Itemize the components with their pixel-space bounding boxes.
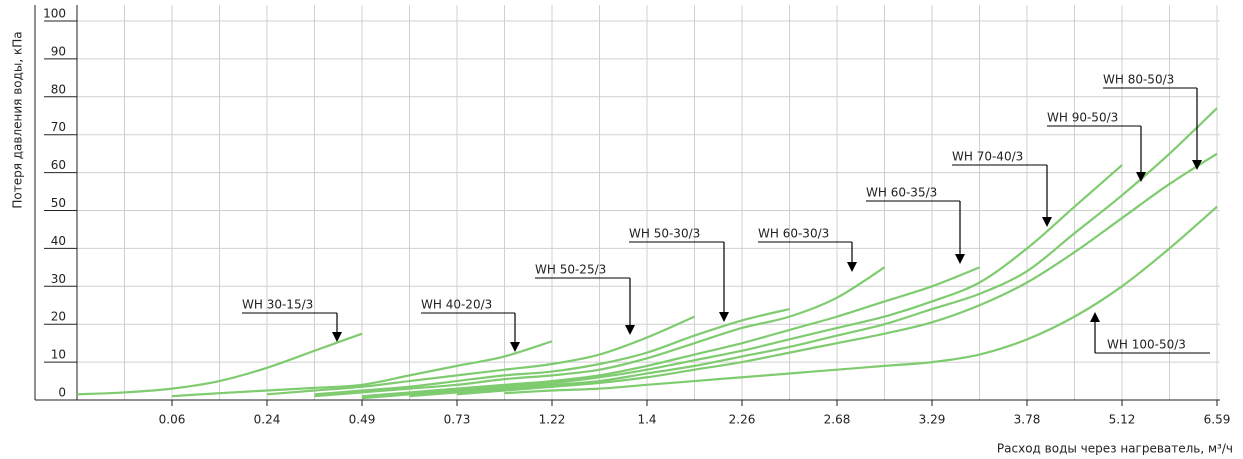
callout-label: WH 50-25/3 bbox=[535, 263, 606, 277]
series-line bbox=[76, 332, 363, 396]
callout-arrow bbox=[1136, 172, 1146, 182]
y-tick-label: 10 bbox=[51, 348, 66, 362]
series-line bbox=[456, 152, 1218, 396]
callout-label: WH 80-50/3 bbox=[1103, 73, 1174, 87]
y-tick-label: 50 bbox=[51, 196, 66, 210]
callout-label: WH 60-30/3 bbox=[758, 227, 829, 241]
callout-label: WH 60-35/3 bbox=[866, 186, 937, 200]
x-tick-label: 3.78 bbox=[1014, 413, 1041, 427]
y-tick-label: 70 bbox=[51, 120, 66, 134]
x-tick-label: 0.49 bbox=[349, 413, 376, 427]
callout-arrow bbox=[955, 254, 965, 264]
y-tick-label: 20 bbox=[51, 310, 66, 324]
callout-arrow bbox=[719, 312, 729, 322]
callout-label: WH 90-50/3 bbox=[1047, 111, 1118, 125]
y-tick-label: 40 bbox=[51, 234, 66, 248]
y-tick-label: 60 bbox=[51, 158, 66, 172]
series-line bbox=[314, 307, 790, 396]
series-line bbox=[314, 266, 886, 398]
x-tick-label: 2.68 bbox=[824, 413, 851, 427]
x-axis-label: Расход воды через нагреватель, м³/ч bbox=[997, 442, 1233, 456]
x-tick-label: 5.12 bbox=[1109, 413, 1136, 427]
callout-arrow bbox=[847, 262, 857, 272]
callout-arrow bbox=[1042, 217, 1052, 227]
y-tick-label: 100 bbox=[43, 7, 66, 21]
series-line bbox=[361, 164, 1123, 400]
x-tick-label: 1.22 bbox=[539, 413, 566, 427]
x-tick-label: 0.06 bbox=[159, 413, 186, 427]
y-axis-label: Потеря давления воды, кПа bbox=[11, 31, 25, 208]
callout-arrow bbox=[332, 332, 342, 342]
x-tick-label: 0.24 bbox=[254, 413, 281, 427]
y-tick-label: 0 bbox=[58, 386, 66, 400]
y-tick-label: 90 bbox=[51, 44, 66, 58]
x-tick-label: 1.4 bbox=[637, 413, 656, 427]
y-tick-label: 30 bbox=[51, 272, 66, 286]
callout-label: WH 100-50/3 bbox=[1107, 338, 1186, 352]
callout-label: WH 70-40/3 bbox=[952, 150, 1023, 164]
callout-arrow bbox=[625, 325, 635, 335]
callout-label: WH 40-20/3 bbox=[421, 298, 492, 312]
series-line bbox=[504, 205, 1218, 395]
y-tick-label: 80 bbox=[51, 82, 66, 96]
series-line bbox=[409, 107, 1218, 398]
x-tick-label: 6.59 bbox=[1204, 413, 1231, 427]
x-tick-label: 0.73 bbox=[444, 413, 471, 427]
x-tick-label: 2.26 bbox=[729, 413, 756, 427]
callout-label: WH 30-15/3 bbox=[242, 298, 313, 312]
callout-arrow bbox=[510, 342, 520, 352]
series-line bbox=[171, 340, 553, 398]
series-line bbox=[361, 266, 980, 398]
callout-arrow bbox=[1090, 312, 1100, 322]
callout-label: WH 50-30/3 bbox=[629, 227, 700, 241]
x-tick-label: 3.29 bbox=[919, 413, 946, 427]
series-line bbox=[266, 315, 695, 396]
callout-arrow bbox=[1192, 160, 1202, 170]
